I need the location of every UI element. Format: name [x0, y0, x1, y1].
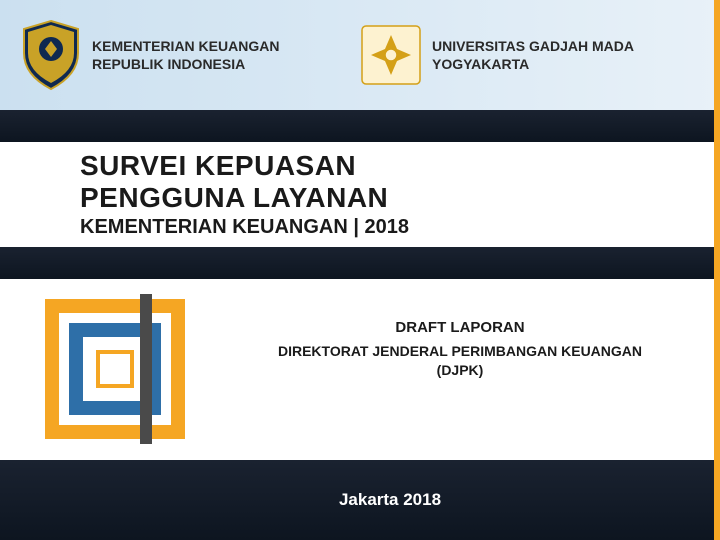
report-text-block: DRAFT LAPORAN DIREKTORAT JENDERAL PERIMB…	[240, 319, 680, 378]
direktorat-line1: DIREKTORAT JENDERAL PERIMBANGAN KEUANGAN	[240, 342, 680, 360]
left-org-text: KEMENTERIAN KEUANGAN REPUBLIK INDONESIA	[92, 37, 279, 73]
title-line2: PENGGUNA LAYANAN	[80, 182, 680, 214]
header-band: KEMENTERIAN KEUANGAN REPUBLIK INDONESIA …	[0, 0, 720, 110]
upper-dark-band	[0, 110, 720, 142]
title-subtitle: KEMENTERIAN KEUANGAN | 2018	[80, 216, 680, 239]
kemenkeu-logo-icon	[20, 19, 82, 91]
left-org-block: KEMENTERIAN KEUANGAN REPUBLIK INDONESIA	[20, 19, 360, 91]
right-org-block: UNIVERSITAS GADJAH MADA YOGYAKARTA	[360, 24, 700, 86]
footer-location-year: Jakarta 2018	[339, 490, 441, 510]
right-accent-bar	[714, 0, 720, 540]
title-zone: SURVEI KEPUASAN PENGGUNA LAYANAN KEMENTE…	[0, 142, 720, 247]
left-org-line1: KEMENTERIAN KEUANGAN	[92, 37, 279, 55]
left-org-line2: REPUBLIK INDONESIA	[92, 55, 279, 73]
concentric-graphic-icon	[40, 294, 190, 444]
draft-label: DRAFT LAPORAN	[240, 319, 680, 336]
right-org-line1: UNIVERSITAS GADJAH MADA	[432, 37, 634, 55]
direktorat-line2: (DJPK)	[240, 361, 680, 379]
ugm-logo-icon	[360, 24, 422, 86]
lower-zone: DRAFT LAPORAN DIREKTORAT JENDERAL PERIMB…	[0, 279, 720, 454]
right-org-line2: YOGYAKARTA	[432, 55, 634, 73]
mid-dark-band	[0, 247, 720, 279]
footer-band: Jakarta 2018	[0, 460, 720, 540]
title-line1: SURVEI KEPUASAN	[80, 150, 680, 182]
right-org-text: UNIVERSITAS GADJAH MADA YOGYAKARTA	[432, 37, 634, 73]
